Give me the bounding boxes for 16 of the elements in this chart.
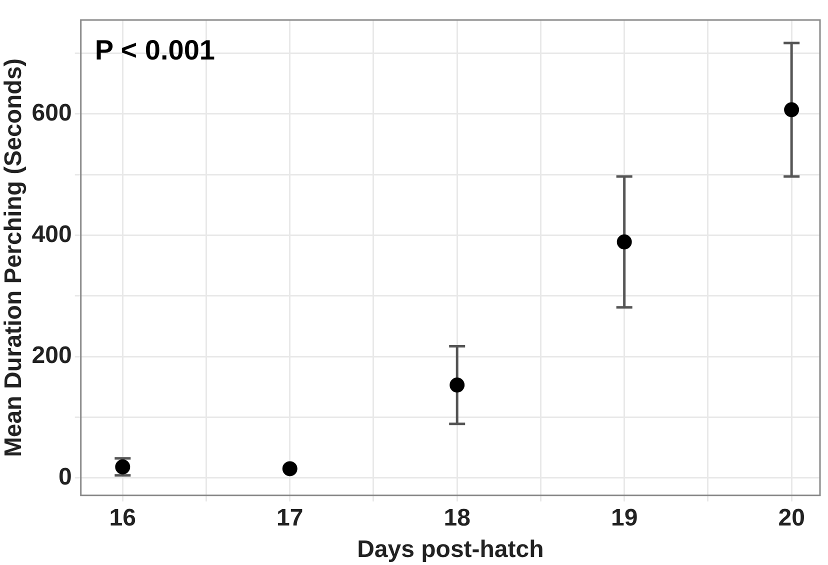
annotation: P < 0.001 (94, 34, 215, 66)
point (450, 378, 465, 393)
x-axis-title: Days post-hatch (357, 536, 544, 564)
y-tick-label: 200 (32, 342, 72, 370)
y-axis-title: Mean Duration Perching (Seconds) (0, 58, 28, 458)
x-tick-label: 19 (610, 504, 638, 532)
x-tick-label: 18 (444, 504, 470, 532)
x-tick-label: 17 (276, 504, 304, 532)
y-tick-label: 600 (32, 100, 72, 127)
point (616, 234, 632, 250)
point (282, 461, 298, 476)
y-tick-label: 0 (58, 463, 72, 490)
x-tick-label: 16 (109, 504, 136, 532)
point (784, 102, 800, 118)
x-tick-label: 20 (778, 504, 805, 532)
y-tick-label: 400 (32, 220, 72, 248)
